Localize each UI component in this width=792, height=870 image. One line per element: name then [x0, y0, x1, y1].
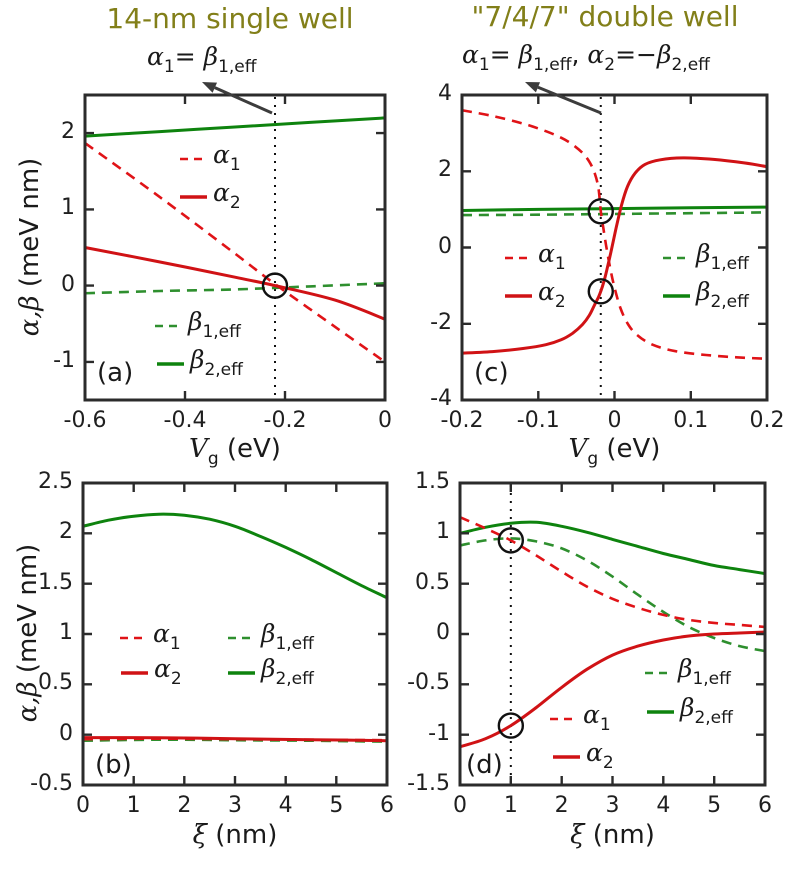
panel-c-curve-beta1 — [461, 211, 768, 217]
column-title-double-well: "7/4/7" double well — [471, 0, 739, 33]
panel-c-circle-marker-0 — [587, 198, 614, 225]
panel-d-curve-beta1 — [459, 537, 766, 653]
panel-a-curve-alpha2 — [84, 246, 386, 321]
panel-c-annotation-arrow-head — [525, 82, 541, 93]
panel-b-tick-marks — [81, 481, 389, 787]
panel-c-curve-alpha1 — [461, 108, 768, 361]
panel-a-circle-marker-0 — [261, 272, 289, 299]
panel-a-axes-box — [83, 93, 387, 402]
panel-a-curve-beta1 — [84, 282, 386, 295]
panel-b-curve-beta2 — [82, 512, 388, 600]
panel-c-curve-beta2 — [461, 205, 768, 213]
panel-a-annotation-arrow-head — [202, 82, 218, 93]
panel-c-tick-marks — [460, 93, 769, 402]
panel-a-annotation-arrow-shaft — [214, 86, 273, 115]
panel-a-curve-beta2 — [84, 116, 386, 138]
panel-d-circle-marker-1 — [497, 712, 525, 739]
panel-a-curve-alpha1 — [84, 141, 386, 363]
panel-d-curve-beta2 — [459, 520, 766, 576]
column-title-single-well: 14-nm single well — [106, 2, 354, 35]
panel-b-curve-alpha2 — [82, 736, 388, 743]
panel-c-axes-box — [460, 93, 769, 402]
panel-a-tick-marks — [83, 95, 387, 400]
panel-d-curve-alpha1 — [459, 516, 766, 629]
panel-c-circle-marker-1 — [587, 278, 614, 305]
panel-c-annotation-arrow-shaft — [537, 85, 602, 115]
panel-d-curve-alpha2 — [459, 630, 766, 749]
panel-d-tick-marks — [458, 481, 767, 787]
panel-c-curve-alpha2 — [461, 156, 768, 355]
panel-d-circle-marker-0 — [497, 527, 525, 554]
